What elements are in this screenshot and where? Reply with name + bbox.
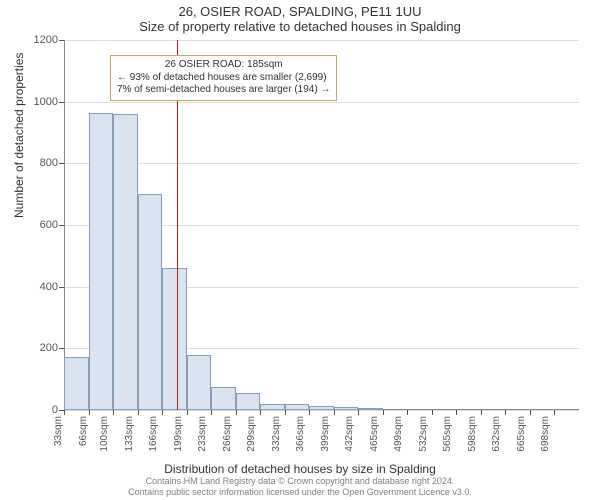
histogram-bar (358, 408, 383, 410)
histogram-bar (113, 114, 138, 410)
histogram-bar (236, 393, 261, 410)
x-tick-mark (358, 410, 359, 415)
x-tick-mark (407, 410, 408, 415)
x-axis-title: Distribution of detached houses by size … (0, 462, 600, 476)
x-tick-label: 432sqm (344, 416, 355, 452)
y-axis-line (64, 40, 65, 410)
x-tick-mark (554, 410, 555, 415)
x-tick-label: 698sqm (541, 416, 552, 452)
x-tick-mark (236, 410, 237, 415)
x-tick-label: 665sqm (516, 416, 527, 452)
x-tick-label: 166sqm (148, 416, 159, 452)
annotation-line: 7% of semi-detached houses are larger (1… (117, 84, 330, 97)
x-tick-label: 66sqm (78, 416, 89, 446)
x-tick-mark (138, 410, 139, 415)
grid-line (64, 40, 579, 41)
x-tick-mark (89, 410, 90, 415)
footer-line: Contains HM Land Registry data © Crown c… (0, 476, 600, 487)
x-tick-mark (456, 410, 457, 415)
x-tick-mark (309, 410, 310, 415)
histogram-bar (285, 404, 310, 410)
annotation-box: 26 OSIER ROAD: 185sqm ← 93% of detached … (110, 55, 337, 101)
histogram-bar (64, 357, 89, 410)
page-subtitle: Size of property relative to detached ho… (0, 19, 600, 36)
histogram-bar (162, 268, 187, 410)
x-tick-label: 233sqm (197, 416, 208, 452)
x-tick-label: 133sqm (124, 416, 135, 452)
histogram-bar (211, 387, 236, 410)
annotation-line: 26 OSIER ROAD: 185sqm (117, 59, 330, 72)
grid-line (64, 410, 579, 411)
footer-line: Contains public sector information licen… (0, 487, 600, 498)
x-tick-mark (530, 410, 531, 415)
page-title: 26, OSIER ROAD, SPALDING, PE11 1UU (0, 0, 600, 19)
x-tick-mark (285, 410, 286, 415)
x-tick-mark (505, 410, 506, 415)
x-tick-mark (187, 410, 188, 415)
x-tick-label: 465sqm (369, 416, 380, 452)
footer: Contains HM Land Registry data © Crown c… (0, 476, 600, 500)
grid-line (64, 102, 579, 103)
x-tick-label: 299sqm (246, 416, 257, 452)
x-tick-mark (260, 410, 261, 415)
x-tick-label: 565sqm (443, 416, 454, 452)
x-tick-mark (64, 410, 65, 415)
x-tick-mark (113, 410, 114, 415)
x-tick-label: 266sqm (222, 416, 233, 452)
x-tick-label: 33sqm (53, 416, 64, 446)
x-tick-label: 499sqm (394, 416, 405, 452)
plot-area: 020040060080010001200 26 OSIER ROAD: 185… (64, 40, 579, 410)
x-tick-mark (481, 410, 482, 415)
x-tick-label: 532sqm (418, 416, 429, 452)
x-tick-mark (211, 410, 212, 415)
histogram-bar (89, 113, 114, 410)
histogram-bar (309, 406, 334, 410)
histogram-bar (187, 355, 212, 410)
x-tick-mark (432, 410, 433, 415)
x-tick-label: 100sqm (99, 416, 110, 452)
y-axis-title: Number of detached properties (12, 53, 26, 218)
histogram-bar (260, 404, 285, 410)
x-tick-label: 598sqm (467, 416, 478, 452)
x-tick-label: 332sqm (271, 416, 282, 452)
x-tick-mark (162, 410, 163, 415)
x-tick-label: 632sqm (492, 416, 503, 452)
x-tick-mark (383, 410, 384, 415)
x-tick-label: 399sqm (320, 416, 331, 452)
x-tick-label: 366sqm (295, 416, 306, 452)
histogram-bar (334, 407, 359, 410)
grid-line (64, 163, 579, 164)
x-tick-label: 199sqm (173, 416, 184, 452)
histogram-bar (138, 194, 163, 410)
x-tick-mark (334, 410, 335, 415)
annotation-line: ← 93% of detached houses are smaller (2,… (117, 72, 330, 85)
